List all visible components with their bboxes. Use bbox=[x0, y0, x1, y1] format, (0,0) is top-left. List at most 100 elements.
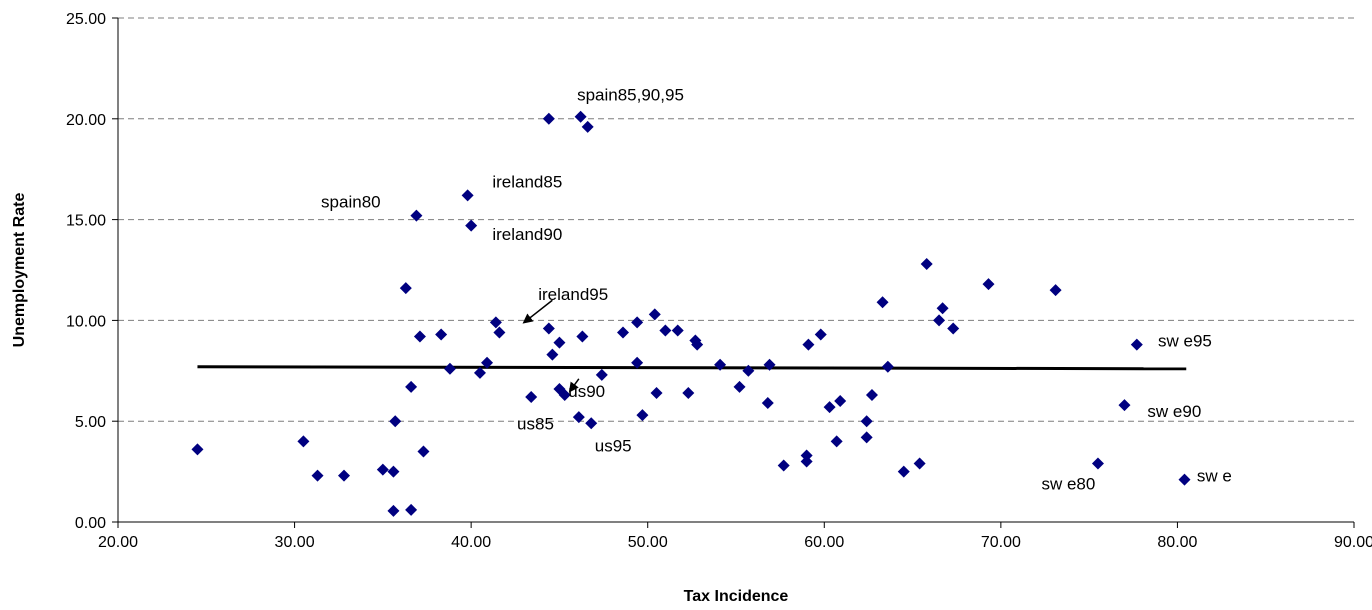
annotation-arrow bbox=[568, 378, 580, 393]
data-point bbox=[413, 330, 426, 343]
data-point bbox=[410, 209, 423, 222]
annotation-label: sw e90 bbox=[1147, 402, 1201, 421]
data-point bbox=[682, 386, 695, 399]
data-point bbox=[636, 409, 649, 422]
data-point bbox=[585, 417, 598, 430]
data-point bbox=[671, 324, 684, 337]
data-point bbox=[481, 356, 494, 369]
annotation-label: us95 bbox=[595, 436, 632, 455]
y-tick-label: 25.00 bbox=[66, 11, 106, 28]
data-point bbox=[473, 366, 486, 379]
y-tick-label: 15.00 bbox=[66, 213, 106, 230]
x-tick-label: 20.00 bbox=[98, 534, 138, 551]
trend-line bbox=[197, 365, 1187, 371]
data-point bbox=[443, 362, 456, 375]
data-point bbox=[542, 112, 555, 125]
x-tick-label: 80.00 bbox=[1157, 534, 1197, 551]
x-axis-title: Tax Incidence bbox=[684, 588, 789, 605]
data-point bbox=[650, 386, 663, 399]
data-point bbox=[574, 110, 587, 123]
data-point bbox=[631, 316, 644, 329]
data-point bbox=[493, 326, 506, 339]
data-point bbox=[834, 395, 847, 408]
data-point bbox=[311, 469, 324, 482]
data-point bbox=[387, 504, 400, 517]
data-point bbox=[1049, 284, 1062, 297]
data-point bbox=[761, 397, 774, 410]
data-point bbox=[913, 457, 926, 470]
data-point bbox=[659, 324, 672, 337]
data-point bbox=[860, 415, 873, 428]
x-tick-label: 90.00 bbox=[1334, 534, 1372, 551]
annotation-label: sw e80 bbox=[1041, 475, 1095, 494]
annotation-label: ireland95 bbox=[538, 285, 608, 304]
data-point bbox=[830, 435, 843, 448]
x-tick-label: 60.00 bbox=[804, 534, 844, 551]
data-point bbox=[897, 465, 910, 478]
data-point bbox=[581, 120, 594, 133]
annotation-label: us85 bbox=[517, 414, 554, 433]
data-point bbox=[865, 388, 878, 401]
data-point bbox=[876, 296, 889, 309]
data-point bbox=[920, 257, 933, 270]
data-point bbox=[800, 455, 813, 468]
data-point bbox=[982, 278, 995, 291]
data-point bbox=[742, 364, 755, 377]
data-point bbox=[648, 308, 661, 321]
data-point bbox=[465, 219, 478, 232]
y-tick-label: 20.00 bbox=[66, 112, 106, 129]
data-point bbox=[800, 449, 813, 462]
data-point bbox=[802, 338, 815, 351]
data-point bbox=[191, 443, 204, 456]
data-point bbox=[1130, 338, 1143, 351]
data-points bbox=[191, 110, 1191, 517]
data-point bbox=[936, 302, 949, 315]
data-point bbox=[814, 328, 827, 341]
data-point bbox=[376, 463, 389, 476]
annotation-arrows bbox=[522, 299, 580, 393]
data-point bbox=[714, 358, 727, 371]
data-point bbox=[860, 431, 873, 444]
data-point bbox=[616, 326, 629, 339]
data-point bbox=[1118, 399, 1131, 412]
y-tick-label: 5.00 bbox=[75, 414, 106, 431]
annotation-label: spain80 bbox=[321, 193, 381, 212]
data-point bbox=[461, 189, 474, 202]
data-point bbox=[823, 401, 836, 414]
data-point bbox=[595, 368, 608, 381]
y-tick-label: 0.00 bbox=[75, 515, 106, 532]
data-point bbox=[947, 322, 960, 335]
data-point bbox=[572, 411, 585, 424]
x-tick-label: 50.00 bbox=[628, 534, 668, 551]
data-point bbox=[763, 358, 776, 371]
y-tick-label: 10.00 bbox=[66, 313, 106, 330]
data-point bbox=[389, 415, 402, 428]
annotation-label: sw e95 bbox=[1158, 332, 1212, 351]
data-point bbox=[489, 316, 502, 329]
data-point bbox=[553, 336, 566, 349]
annotation-label: ireland90 bbox=[492, 225, 562, 244]
y-axis-title: Unemployment Rate bbox=[11, 193, 28, 348]
data-point bbox=[546, 348, 559, 361]
data-point bbox=[405, 503, 418, 516]
data-point bbox=[435, 328, 448, 341]
annotation-label: sw e bbox=[1197, 467, 1232, 486]
data-point bbox=[1178, 473, 1191, 486]
data-point bbox=[881, 360, 894, 373]
data-point bbox=[405, 380, 418, 393]
annotation-label: ireland85 bbox=[492, 172, 562, 191]
annotation-arrow bbox=[522, 299, 553, 324]
x-tick-labels: 20.00 30.00 40.00 50.00 60.00 70.00 80.00 90.00 bbox=[98, 522, 1372, 551]
data-point bbox=[525, 391, 538, 404]
x-tick-label: 40.00 bbox=[451, 534, 491, 551]
data-point bbox=[297, 435, 310, 448]
annotations: spain85,90,95 ireland85 spain80 ireland90 ir… bbox=[321, 86, 1232, 494]
data-point bbox=[733, 380, 746, 393]
data-point bbox=[631, 356, 644, 369]
gridlines bbox=[118, 17, 1354, 422]
annotation-label: spain85,90,95 bbox=[577, 86, 684, 105]
data-point bbox=[691, 338, 704, 351]
data-point bbox=[399, 282, 412, 295]
data-point bbox=[576, 330, 589, 343]
